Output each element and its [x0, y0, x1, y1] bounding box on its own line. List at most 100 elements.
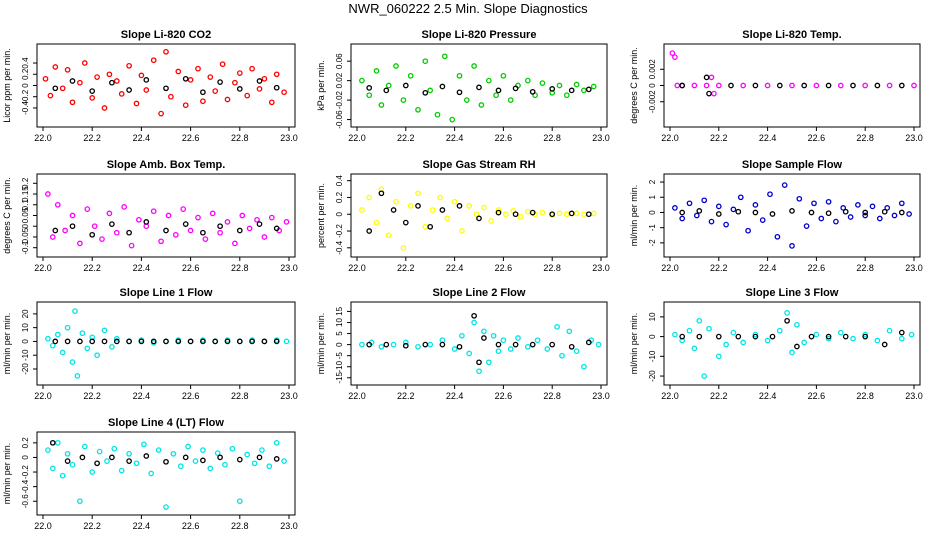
y-axis-label: ml/min per min. — [629, 185, 639, 247]
data-point — [840, 205, 847, 211]
data-point — [693, 212, 700, 219]
data-point — [500, 337, 507, 344]
y-tick-label: 0 — [648, 334, 657, 339]
y-tick-label: 0 — [21, 83, 30, 88]
data-point — [898, 209, 905, 216]
data-point — [64, 338, 71, 345]
data-point — [402, 82, 409, 89]
data-point — [109, 221, 115, 227]
data-point — [45, 447, 51, 453]
data-point — [266, 463, 273, 470]
data-point — [268, 99, 275, 106]
series-main — [42, 48, 287, 117]
data-point — [89, 95, 96, 101]
data-point — [126, 338, 132, 345]
x-tick-label: 22.2 — [83, 391, 101, 401]
x-tick-label: 22.4 — [759, 133, 777, 143]
data-point — [385, 232, 392, 239]
y-axis-label: degrees C per min. — [629, 47, 639, 124]
data-point — [106, 71, 113, 78]
x-tick-label: 23.0 — [592, 263, 610, 273]
data-point — [163, 458, 169, 465]
data-point — [549, 86, 556, 92]
data-point — [427, 341, 434, 348]
chart-panel-6: Slope Sample Flow ml/min per min. 22.0 22.2… — [629, 159, 923, 273]
data-point — [244, 451, 251, 458]
data-point — [789, 243, 795, 249]
data-point — [101, 338, 108, 345]
data-point — [111, 445, 118, 452]
data-point — [163, 48, 169, 55]
data-point — [273, 84, 280, 91]
data-point — [366, 228, 373, 234]
data-point — [781, 182, 788, 188]
data-point — [256, 78, 263, 84]
data-point — [359, 77, 365, 84]
x-tick-label: 22.6 — [182, 391, 200, 401]
y-axis-label: percent per min. — [316, 183, 326, 248]
data-point — [862, 209, 869, 216]
data-point — [735, 208, 742, 215]
data-point — [735, 333, 742, 340]
data-point — [568, 210, 575, 217]
data-point — [192, 458, 199, 464]
data-point — [679, 209, 686, 216]
data-point — [224, 96, 231, 103]
data-point — [708, 218, 715, 225]
data-point — [891, 212, 898, 219]
data-point — [422, 341, 429, 348]
x-tick-label: 22.8 — [856, 391, 874, 401]
data-point — [874, 337, 881, 344]
data-point — [495, 348, 502, 355]
data-point — [439, 341, 446, 348]
data-point — [737, 194, 744, 201]
data-point — [476, 368, 482, 375]
data-point — [207, 465, 214, 472]
y-tick-label: 2 — [648, 179, 657, 184]
chart-panel-5: Slope Gas Stream RH percent per min. 22.0 2… — [316, 159, 610, 273]
data-point — [434, 111, 441, 118]
data-point — [740, 339, 747, 346]
x-tick-label: 23.0 — [280, 133, 298, 143]
chart-title: Slope Li-820 Temp. — [742, 29, 841, 41]
data-point — [439, 337, 446, 344]
data-point — [385, 82, 392, 89]
data-point — [273, 225, 280, 232]
data-point — [776, 82, 783, 89]
data-point — [236, 86, 243, 92]
data-point — [439, 207, 446, 213]
x-tick-label: 22.6 — [495, 391, 513, 401]
y-axis-label: ml/min per min. — [2, 443, 12, 505]
data-point — [64, 66, 71, 73]
data-point — [141, 441, 147, 448]
y-tick-label: 0.2 — [335, 191, 344, 203]
data-point — [471, 63, 477, 69]
x-tick-label: 22.4 — [446, 133, 464, 143]
data-point — [441, 53, 448, 60]
data-point — [679, 215, 686, 222]
series-mean — [52, 75, 280, 96]
data-point — [581, 211, 587, 218]
data-point — [54, 201, 61, 208]
x-tick-label: 22.8 — [543, 263, 561, 273]
chart-title: Slope Line 2 Flow — [433, 287, 526, 299]
data-point — [524, 77, 531, 84]
data-point — [77, 498, 83, 505]
data-point — [366, 85, 373, 91]
y-tick-label: 0.15 — [21, 186, 30, 202]
data-point — [177, 463, 184, 470]
data-point — [224, 338, 231, 345]
data-point — [200, 98, 206, 105]
data-point — [459, 228, 465, 234]
x-tick-label: 23.0 — [905, 133, 923, 143]
data-point — [850, 335, 856, 342]
series-mean — [366, 312, 592, 366]
x-tick-label: 22.0 — [348, 133, 366, 143]
data-point — [701, 373, 708, 379]
data-point — [803, 223, 810, 229]
x-tick-label: 22.4 — [446, 263, 464, 273]
data-point — [818, 215, 825, 222]
x-tick-label: 23.0 — [592, 391, 610, 401]
data-point — [113, 229, 120, 236]
data-point — [456, 89, 463, 96]
